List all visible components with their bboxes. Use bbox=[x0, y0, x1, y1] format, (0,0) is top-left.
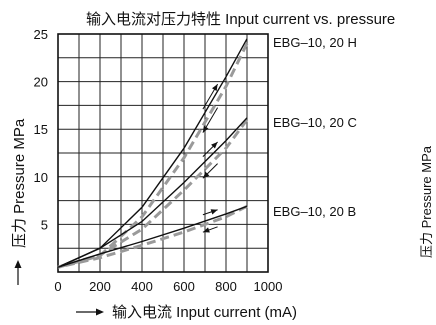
y-tick-labels: 5 10 15 20 25 bbox=[34, 27, 48, 232]
y-tick-label: 5 bbox=[41, 217, 48, 232]
x-tick-label: 800 bbox=[215, 279, 237, 294]
x-tick-label: 1000 bbox=[254, 279, 283, 294]
arrow-head-icon bbox=[202, 227, 210, 233]
series-curve-decreasing bbox=[57, 118, 249, 269]
series-label: EBG–10, 20 C bbox=[273, 115, 357, 130]
arrow-head-icon bbox=[211, 84, 218, 92]
y-axis-label: 压力 Pressure MPa bbox=[11, 118, 28, 248]
arrow-head-icon bbox=[202, 125, 209, 133]
chart-grid bbox=[58, 34, 268, 272]
y-tick-label: 10 bbox=[34, 170, 48, 185]
neighbor-chart-ylabel: 压力 Pressure MPa bbox=[419, 145, 434, 258]
series-label: EBG–10, 20 H bbox=[273, 35, 357, 50]
chart-title: 输入电流对压力特性 Input current vs. pressure bbox=[86, 11, 395, 28]
arrow-head-icon bbox=[210, 209, 218, 215]
series-curve-decreasing bbox=[57, 42, 249, 269]
series-label: EBG–10, 20 B bbox=[273, 204, 356, 219]
arrow-head-icon bbox=[202, 171, 210, 179]
series-curve-increasing bbox=[57, 117, 248, 268]
x-tick-label: 200 bbox=[89, 279, 111, 294]
y-axis-arrow-icon bbox=[14, 260, 22, 285]
x-tick-label: 600 bbox=[173, 279, 195, 294]
series-curve-increasing bbox=[57, 205, 248, 268]
plot-frame bbox=[57, 33, 269, 273]
x-axis-arrow-icon bbox=[76, 308, 104, 316]
y-tick-label: 25 bbox=[34, 27, 48, 42]
series-curve-decreasing bbox=[57, 204, 248, 269]
arrow-head-icon bbox=[211, 142, 218, 149]
x-tick-label: 400 bbox=[131, 279, 153, 294]
y-tick-label: 20 bbox=[34, 75, 48, 90]
x-tick-labels: 0 200 400 600 800 1000 bbox=[54, 279, 282, 294]
series-curves bbox=[57, 38, 249, 269]
x-axis-label: 输入电流 Input current (mA) bbox=[112, 304, 297, 321]
series-labels: EBG–10, 20 H EBG–10, 20 C EBG–10, 20 B bbox=[273, 35, 357, 219]
x-tick-label: 0 bbox=[54, 279, 61, 294]
y-tick-label: 15 bbox=[34, 122, 48, 137]
